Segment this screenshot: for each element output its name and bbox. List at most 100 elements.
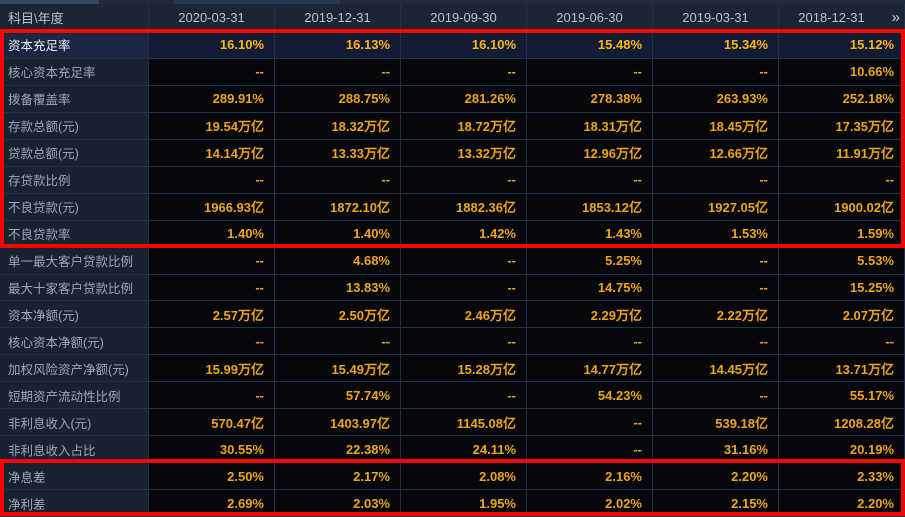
value-cell: 14.45万亿 <box>653 355 779 383</box>
value-cell: 2.15% <box>653 490 779 517</box>
row-label[interactable]: 存贷款比例 <box>0 166 149 194</box>
value-cell: 11.91万亿 <box>779 139 905 167</box>
value-cell: 2.17% <box>275 463 401 491</box>
value-cell: 1853.12亿 <box>527 193 653 221</box>
row-label[interactable]: 资本充足率 <box>0 32 149 59</box>
row-label[interactable]: 存款总额(元) <box>0 112 149 140</box>
value-cell: 1.95% <box>401 490 527 517</box>
value-cell: -- <box>275 58 401 86</box>
value-cell: 24.11% <box>401 436 527 464</box>
column-header-2019-06-30[interactable]: 2019-06-30 <box>527 4 653 32</box>
row-label[interactable]: 不良贷款率 <box>0 220 149 248</box>
row-label[interactable]: 资本净额(元) <box>0 301 149 329</box>
row-label[interactable]: 贷款总额(元) <box>0 139 149 167</box>
value-cell: 2.16% <box>527 463 653 491</box>
value-cell: 2.07万亿 <box>779 301 905 329</box>
value-cell: 15.48% <box>527 32 653 59</box>
value-cell: -- <box>527 436 653 464</box>
row-label[interactable]: 非利息收入占比 <box>0 436 149 464</box>
value-cell: -- <box>149 328 275 356</box>
more-columns-chevron-icon[interactable]: » <box>891 8 900 26</box>
tab-edge-rest <box>340 0 905 4</box>
value-cell: 2.02% <box>527 490 653 517</box>
column-header-2018-12-31[interactable]: 2018-12-31» <box>779 4 905 32</box>
value-cell: 15.49万亿 <box>275 355 401 383</box>
value-cell: 4.68% <box>275 247 401 275</box>
value-cell: 16.10% <box>401 32 527 59</box>
row-label[interactable]: 短期资产流动性比例 <box>0 382 149 410</box>
value-cell: 2.08% <box>401 463 527 491</box>
row-label[interactable]: 净息差 <box>0 463 149 491</box>
row-label[interactable]: 不良贷款(元) <box>0 193 149 221</box>
value-cell: 22.38% <box>275 436 401 464</box>
value-cell: 12.96万亿 <box>527 139 653 167</box>
value-cell: 10.66% <box>779 58 905 86</box>
row-label[interactable]: 净利差 <box>0 490 149 517</box>
value-cell: 1927.05亿 <box>653 193 779 221</box>
value-cell: 14.77万亿 <box>527 355 653 383</box>
value-cell: -- <box>275 328 401 356</box>
value-cell: 13.33万亿 <box>275 139 401 167</box>
value-cell: 288.75% <box>275 85 401 113</box>
value-cell: -- <box>653 58 779 86</box>
value-cell: 570.47亿 <box>149 409 275 437</box>
value-cell: 19.54万亿 <box>149 112 275 140</box>
tab-edge-gap <box>99 0 174 4</box>
value-cell: 2.69% <box>149 490 275 517</box>
value-cell: 1900.02亿 <box>779 193 905 221</box>
tab-edge-active <box>0 0 99 4</box>
value-cell: 2.03% <box>275 490 401 517</box>
value-cell: 1145.08亿 <box>401 409 527 437</box>
tab-edge-inactive <box>174 0 340 4</box>
value-cell: -- <box>401 166 527 194</box>
row-label[interactable]: 非利息收入(元) <box>0 409 149 437</box>
value-cell: 18.31万亿 <box>527 112 653 140</box>
value-cell: 20.19% <box>779 436 905 464</box>
value-cell: 16.13% <box>275 32 401 59</box>
value-cell: -- <box>149 382 275 410</box>
value-cell: -- <box>275 166 401 194</box>
value-cell: 1.43% <box>527 220 653 248</box>
value-cell: 54.23% <box>527 382 653 410</box>
value-cell: 55.17% <box>779 382 905 410</box>
column-header-2020-03-31[interactable]: 2020-03-31 <box>149 4 275 32</box>
value-cell: -- <box>527 328 653 356</box>
row-label[interactable]: 核心资本充足率 <box>0 58 149 86</box>
value-cell: 1882.36亿 <box>401 193 527 221</box>
value-cell: -- <box>401 274 527 302</box>
value-cell: 57.74% <box>275 382 401 410</box>
value-cell: 2.57万亿 <box>149 301 275 329</box>
value-cell: 2.22万亿 <box>653 301 779 329</box>
row-label[interactable]: 拨备覆盖率 <box>0 85 149 113</box>
value-cell: 1.53% <box>653 220 779 248</box>
value-cell: -- <box>653 328 779 356</box>
column-header-2019-03-31[interactable]: 2019-03-31 <box>653 4 779 32</box>
value-cell: -- <box>149 58 275 86</box>
value-cell: 2.33% <box>779 463 905 491</box>
value-cell: -- <box>401 247 527 275</box>
value-cell: 2.20% <box>653 463 779 491</box>
column-header-2019-12-31[interactable]: 2019-12-31 <box>275 4 401 32</box>
value-cell: 1403.97亿 <box>275 409 401 437</box>
row-label[interactable]: 单一最大客户贷款比例 <box>0 247 149 275</box>
value-cell: -- <box>527 58 653 86</box>
value-cell: 14.75% <box>527 274 653 302</box>
column-header-2019-09-30[interactable]: 2019-09-30 <box>401 4 527 32</box>
row-label[interactable]: 加权风险资产净额(元) <box>0 355 149 383</box>
value-cell: 1.59% <box>779 220 905 248</box>
value-cell: 13.83% <box>275 274 401 302</box>
value-cell: 18.32万亿 <box>275 112 401 140</box>
value-cell: -- <box>149 247 275 275</box>
value-cell: -- <box>653 382 779 410</box>
row-label[interactable]: 核心资本净额(元) <box>0 328 149 356</box>
value-cell: -- <box>401 328 527 356</box>
value-cell: 15.28万亿 <box>401 355 527 383</box>
value-cell: -- <box>653 166 779 194</box>
value-cell: -- <box>527 166 653 194</box>
value-cell: 16.10% <box>149 32 275 59</box>
value-cell: 13.32万亿 <box>401 139 527 167</box>
value-cell: 2.50% <box>149 463 275 491</box>
row-label[interactable]: 最大十家客户贷款比例 <box>0 274 149 302</box>
value-cell: -- <box>401 382 527 410</box>
value-cell: 1966.93亿 <box>149 193 275 221</box>
